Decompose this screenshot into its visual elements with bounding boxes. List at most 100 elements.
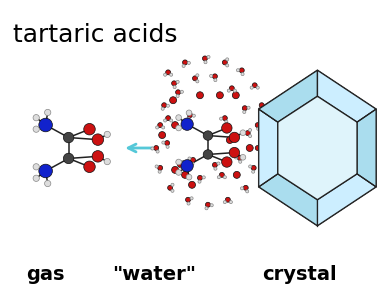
Text: crystal: crystal [262, 265, 337, 284]
Circle shape [183, 60, 188, 65]
Circle shape [159, 132, 166, 139]
Circle shape [182, 64, 185, 67]
Circle shape [181, 118, 193, 130]
Circle shape [173, 86, 176, 88]
Circle shape [158, 170, 161, 173]
Circle shape [257, 127, 260, 130]
Circle shape [220, 117, 223, 120]
Circle shape [206, 202, 210, 207]
Circle shape [155, 165, 158, 168]
Circle shape [227, 89, 230, 92]
Circle shape [202, 176, 205, 179]
Circle shape [222, 60, 227, 65]
Circle shape [104, 131, 110, 137]
Circle shape [259, 149, 262, 153]
Circle shape [223, 201, 226, 204]
Circle shape [170, 73, 173, 76]
Circle shape [214, 167, 217, 170]
Circle shape [246, 190, 249, 193]
Circle shape [168, 185, 173, 190]
Circle shape [187, 62, 190, 64]
Circle shape [92, 134, 104, 145]
Circle shape [181, 166, 184, 169]
Circle shape [229, 132, 239, 143]
Circle shape [226, 58, 229, 61]
Circle shape [193, 76, 197, 81]
Circle shape [225, 120, 228, 123]
Circle shape [172, 166, 179, 173]
Circle shape [240, 130, 246, 136]
Circle shape [203, 131, 213, 140]
Circle shape [259, 103, 264, 108]
Circle shape [213, 74, 217, 79]
Circle shape [162, 141, 165, 144]
Polygon shape [357, 109, 376, 187]
Circle shape [176, 115, 181, 120]
Circle shape [161, 126, 165, 129]
Circle shape [84, 161, 95, 173]
Circle shape [186, 110, 192, 116]
Circle shape [222, 123, 232, 133]
Circle shape [197, 176, 202, 180]
Circle shape [240, 187, 243, 190]
Circle shape [222, 116, 227, 121]
Circle shape [239, 68, 244, 73]
Circle shape [217, 162, 220, 165]
Circle shape [154, 146, 159, 151]
Circle shape [171, 183, 174, 186]
Circle shape [190, 197, 193, 200]
Circle shape [64, 153, 74, 164]
Circle shape [191, 157, 195, 162]
Circle shape [165, 141, 170, 146]
Circle shape [259, 107, 262, 110]
Text: gas: gas [26, 265, 65, 284]
Circle shape [260, 122, 263, 125]
Circle shape [234, 156, 238, 159]
Circle shape [192, 114, 195, 117]
Circle shape [176, 80, 179, 84]
Circle shape [248, 129, 252, 132]
Circle shape [198, 180, 201, 183]
Circle shape [39, 164, 52, 178]
Circle shape [181, 160, 193, 172]
Circle shape [158, 166, 163, 170]
Circle shape [220, 172, 224, 177]
Circle shape [233, 171, 240, 178]
Circle shape [104, 159, 110, 165]
Circle shape [176, 170, 181, 175]
Circle shape [213, 162, 217, 167]
Text: tartaric acids: tartaric acids [13, 23, 177, 47]
Circle shape [171, 189, 174, 193]
Circle shape [259, 144, 262, 146]
Circle shape [295, 137, 299, 140]
Circle shape [187, 202, 190, 205]
Circle shape [209, 74, 213, 77]
Circle shape [232, 92, 239, 99]
Circle shape [188, 157, 191, 160]
Circle shape [161, 107, 164, 110]
Circle shape [44, 180, 51, 187]
Circle shape [229, 147, 239, 158]
Circle shape [163, 119, 167, 122]
Circle shape [39, 118, 52, 132]
Circle shape [242, 106, 247, 111]
Circle shape [210, 204, 213, 207]
Circle shape [170, 97, 177, 104]
Circle shape [248, 134, 252, 138]
Polygon shape [317, 174, 376, 226]
Circle shape [245, 131, 250, 136]
Polygon shape [317, 70, 376, 122]
Circle shape [33, 175, 39, 181]
Circle shape [247, 106, 250, 109]
Circle shape [225, 197, 230, 202]
Polygon shape [259, 174, 317, 226]
Circle shape [226, 64, 229, 67]
Circle shape [188, 113, 193, 117]
Circle shape [246, 144, 253, 151]
Circle shape [214, 79, 217, 82]
Circle shape [217, 176, 220, 179]
Circle shape [314, 153, 321, 160]
Circle shape [163, 73, 167, 76]
Circle shape [332, 141, 339, 148]
Circle shape [252, 170, 255, 173]
